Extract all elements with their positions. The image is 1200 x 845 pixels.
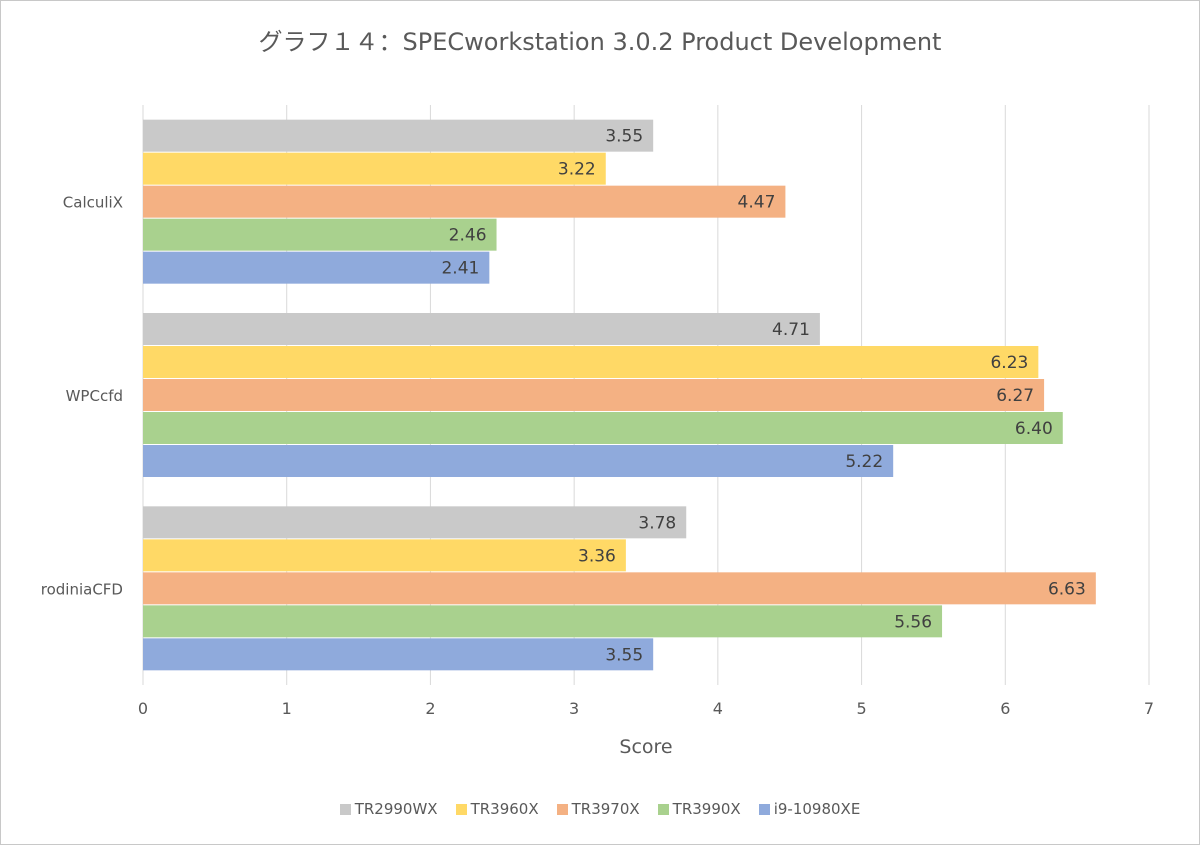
bar bbox=[143, 445, 894, 477]
legend-swatch bbox=[455, 803, 467, 815]
category-label: WPCcfd bbox=[66, 387, 123, 405]
bar bbox=[143, 572, 1096, 605]
bar bbox=[143, 185, 786, 218]
chart-title: グラフ１４：SPECworkstation 3.0.2 Product Deve… bbox=[258, 28, 942, 56]
bar bbox=[143, 605, 943, 638]
bar bbox=[143, 638, 654, 671]
data-label: 3.22 bbox=[558, 160, 596, 180]
data-label: 2.46 bbox=[449, 226, 487, 246]
data-label: 5.22 bbox=[845, 452, 883, 472]
legend-item: i9-10980XE bbox=[758, 800, 861, 818]
data-label: 6.23 bbox=[990, 353, 1028, 373]
data-label: 4.47 bbox=[738, 193, 776, 213]
bar bbox=[143, 119, 654, 152]
x-tick-label: 6 bbox=[1000, 699, 1010, 718]
data-label: 4.71 bbox=[772, 320, 810, 340]
x-tick-label: 7 bbox=[1144, 699, 1154, 718]
x-tick-label: 2 bbox=[425, 699, 435, 718]
data-label: 5.56 bbox=[894, 612, 932, 632]
bar bbox=[143, 412, 1063, 444]
legend-item: TR2990WX bbox=[339, 800, 438, 818]
legend-label: TR2990WX bbox=[354, 800, 438, 818]
category-label: rodiniaCFD bbox=[41, 580, 123, 598]
bar bbox=[143, 313, 820, 345]
legend-item: TR3960X bbox=[455, 800, 539, 818]
x-axis-title: Score bbox=[619, 736, 672, 758]
x-tick-label: 5 bbox=[856, 699, 866, 718]
data-label: 2.41 bbox=[441, 259, 479, 279]
data-label: 3.55 bbox=[605, 645, 643, 665]
bar bbox=[143, 152, 606, 185]
legend-swatch bbox=[758, 803, 770, 815]
data-label: 6.40 bbox=[1015, 419, 1053, 439]
legend-item: TR3990X bbox=[657, 800, 741, 818]
legend-swatch bbox=[657, 803, 669, 815]
bar bbox=[143, 218, 497, 251]
legend-label: i9-10980XE bbox=[773, 800, 861, 818]
category-label: CalculiX bbox=[63, 194, 123, 212]
data-label: 3.78 bbox=[638, 513, 676, 533]
data-label: 6.63 bbox=[1048, 579, 1086, 599]
chart-legend: TR2990WX TR3960X TR3970X TR3990X i9-10980XE bbox=[0, 800, 1200, 818]
bar bbox=[143, 539, 626, 572]
x-tick-label: 3 bbox=[569, 699, 579, 718]
data-label: 3.36 bbox=[578, 546, 616, 566]
x-tick-label: 0 bbox=[138, 699, 148, 718]
x-tick-label: 4 bbox=[713, 699, 723, 718]
legend-label: TR3970X bbox=[571, 800, 640, 818]
bar bbox=[143, 506, 687, 539]
legend-swatch bbox=[339, 803, 351, 815]
legend-label: TR3990X bbox=[672, 800, 741, 818]
bar bbox=[143, 346, 1039, 378]
legend-item: TR3970X bbox=[556, 800, 640, 818]
legend-swatch bbox=[556, 803, 568, 815]
data-label: 3.55 bbox=[605, 127, 643, 147]
data-label: 6.27 bbox=[996, 386, 1034, 406]
bar bbox=[143, 379, 1045, 411]
x-tick-label: 1 bbox=[282, 699, 292, 718]
legend-label: TR3960X bbox=[470, 800, 539, 818]
bar bbox=[143, 251, 490, 284]
